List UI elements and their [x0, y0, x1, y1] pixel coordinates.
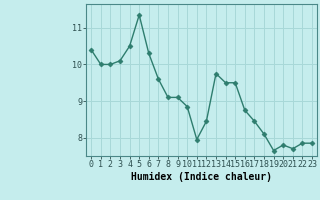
X-axis label: Humidex (Indice chaleur): Humidex (Indice chaleur): [131, 172, 272, 182]
